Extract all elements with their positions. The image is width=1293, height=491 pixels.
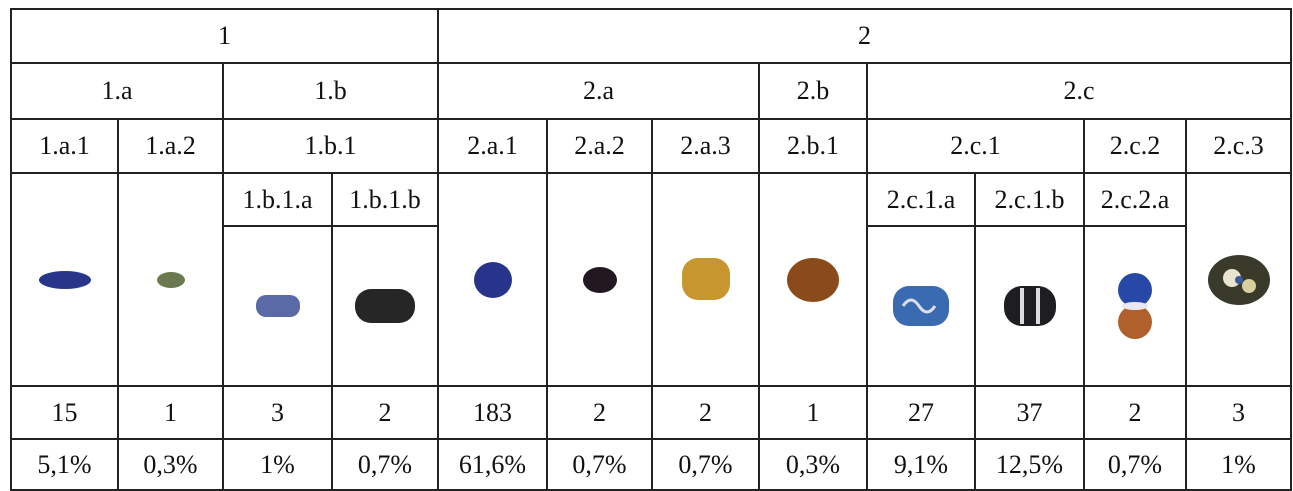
percent: 12,5% xyxy=(974,438,1085,491)
subgroup-header: 1.b xyxy=(222,62,439,120)
count: 183 xyxy=(437,385,548,440)
percent: 9,1% xyxy=(866,438,976,491)
bead-image xyxy=(10,172,119,387)
type-header: 1.a.1 xyxy=(10,118,119,174)
bead-image xyxy=(1185,172,1292,387)
percent: 5,1% xyxy=(10,438,119,491)
count: 2 xyxy=(651,385,760,440)
type-header: 1.a.2 xyxy=(117,118,224,174)
count: 15 xyxy=(10,385,119,440)
bead-image xyxy=(1083,225,1187,387)
bead-image xyxy=(758,172,868,387)
bead-image xyxy=(974,225,1085,387)
bead-image xyxy=(546,172,653,387)
type-header: 2.b.1 xyxy=(758,118,868,174)
percent: 1% xyxy=(222,438,333,491)
count: 2 xyxy=(331,385,439,440)
type-header: 2.a.1 xyxy=(437,118,548,174)
variant-header: 2.c.1.b xyxy=(974,172,1085,227)
variant-header: 1.b.1.a xyxy=(222,172,333,227)
bead-image xyxy=(331,225,439,387)
percent: 0,7% xyxy=(651,438,760,491)
group-header: 2 xyxy=(437,8,1292,64)
type-header: 2.a.2 xyxy=(546,118,653,174)
percent: 0,3% xyxy=(758,438,868,491)
bead-image xyxy=(651,172,760,387)
bead-image xyxy=(437,172,548,387)
group-header: 1 xyxy=(10,8,439,64)
type-header: 2.c.1 xyxy=(866,118,1085,174)
type-header: 2.a.3 xyxy=(651,118,760,174)
count: 1 xyxy=(758,385,868,440)
subgroup-header: 1.a xyxy=(10,62,224,120)
count: 2 xyxy=(546,385,653,440)
percent: 0,7% xyxy=(1083,438,1187,491)
subgroup-header: 2.c xyxy=(866,62,1292,120)
count: 2 xyxy=(1083,385,1187,440)
subgroup-header: 2.b xyxy=(758,62,868,120)
percent: 61,6% xyxy=(437,438,548,491)
variant-header: 2.c.1.a xyxy=(866,172,976,227)
count: 27 xyxy=(866,385,976,440)
count: 37 xyxy=(974,385,1085,440)
bead-image xyxy=(117,172,224,387)
count: 3 xyxy=(222,385,333,440)
count: 3 xyxy=(1185,385,1292,440)
percent: 0,7% xyxy=(331,438,439,491)
bead-table: 1 2 1.a 1.b 2.a 2.b 2.c 1.a.1 1.a.2 1.b.… xyxy=(10,8,1292,491)
bead-image xyxy=(222,225,333,387)
type-header: 1.b.1 xyxy=(222,118,439,174)
bead-image xyxy=(866,225,976,387)
type-header: 2.c.2 xyxy=(1083,118,1187,174)
percent: 0,3% xyxy=(117,438,224,491)
percent: 0,7% xyxy=(546,438,653,491)
type-header: 2.c.3 xyxy=(1185,118,1292,174)
variant-header: 2.c.2.a xyxy=(1083,172,1187,227)
percent: 1% xyxy=(1185,438,1292,491)
count: 1 xyxy=(117,385,224,440)
variant-header: 1.b.1.b xyxy=(331,172,439,227)
subgroup-header: 2.a xyxy=(437,62,760,120)
